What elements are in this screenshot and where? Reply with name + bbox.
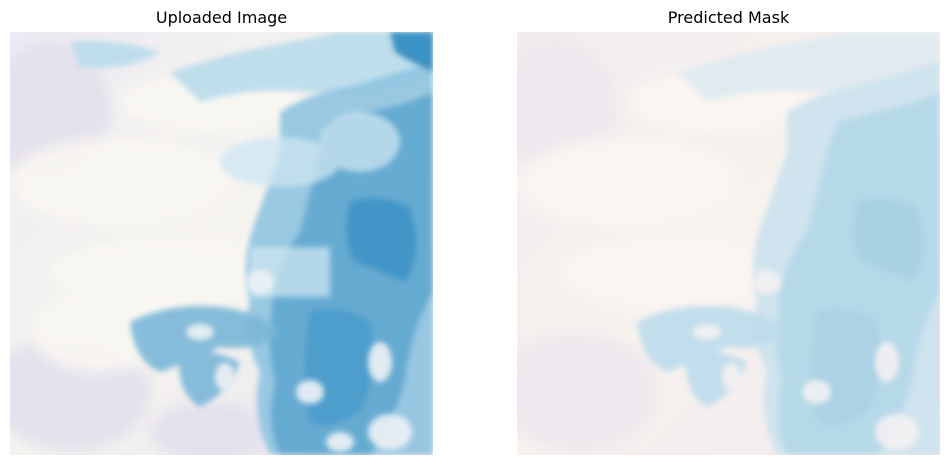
uploaded-image-panel: Uploaded Image	[10, 0, 433, 455]
uploaded-image	[10, 32, 433, 455]
predicted-mask-canvas	[517, 32, 940, 455]
uploaded-image-canvas	[10, 32, 433, 455]
predicted-mask-title: Predicted Mask	[667, 8, 790, 27]
predicted-mask-image	[517, 32, 940, 455]
uploaded-image-title: Uploaded Image	[155, 8, 288, 27]
predicted-mask-panel: Predicted Mask	[517, 0, 940, 455]
